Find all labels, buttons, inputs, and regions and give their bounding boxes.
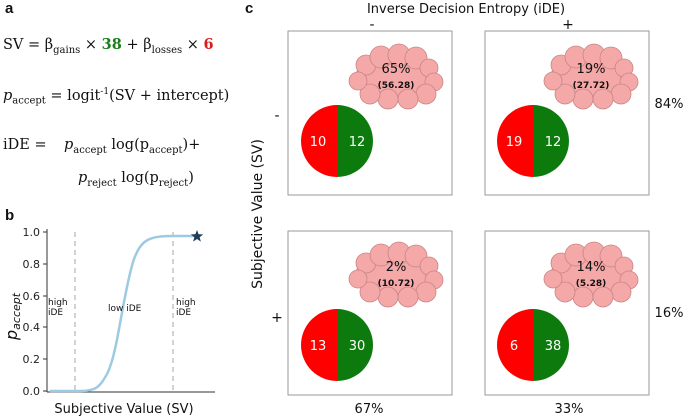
paccept-equation: paccept = logit-1(SV + intercept) xyxy=(3,87,229,107)
gains-subscript: gains xyxy=(53,44,81,56)
top-axis-title: Inverse Decision Entropy (iDE) xyxy=(367,2,565,17)
annotation-high-ide-right-2: iDE xyxy=(176,308,191,318)
col-header-minus: - xyxy=(369,17,374,33)
accept-subscript: accept xyxy=(12,95,46,107)
losses-subscript: losses xyxy=(151,44,183,56)
ide-eq-lhs: iDE = xyxy=(3,137,47,153)
sv-eq-times: × xyxy=(80,37,102,53)
logit-argument: (SV + intercept) xyxy=(109,87,230,104)
annotation-low-ide: low iDE xyxy=(108,304,142,314)
y-tick-label: 0.2 xyxy=(23,353,41,366)
sv-eq-times-2: × xyxy=(182,37,204,53)
region-annotations: high iDE low iDE high iDE xyxy=(48,298,196,318)
annotation-high-ide-left-2: iDE xyxy=(48,308,63,318)
pie-red-half xyxy=(301,309,337,381)
p-symbol: p xyxy=(64,137,74,153)
pie-green-count: 12 xyxy=(545,135,562,150)
cell-percent: 19% xyxy=(577,62,606,77)
close-paren: ) xyxy=(188,170,194,186)
row-header-minus: - xyxy=(274,108,279,124)
pie-green-half xyxy=(533,309,569,381)
pie-red-half xyxy=(497,105,533,177)
ide-equation: iDE = xyxy=(3,137,47,153)
p-symbol: p xyxy=(3,87,13,104)
cell-sv-minus-ide-minus: 65% (56.28) 10 12 xyxy=(287,30,453,196)
y-tick-label: 0.4 xyxy=(23,321,41,334)
ide-equation-term2: preject log(preject) xyxy=(78,170,194,189)
cell-value: (10.72) xyxy=(378,279,415,289)
gains-coefficient: 38 xyxy=(101,36,122,53)
p-symbol: p xyxy=(78,170,88,186)
cell-percent: 2% xyxy=(386,260,407,275)
y-tick-label: 0.0 xyxy=(23,385,41,398)
pie-green-count: 30 xyxy=(349,339,366,354)
accept-subscript: accept xyxy=(149,144,183,156)
col-total-right: 33% xyxy=(555,402,584,417)
reject-subscript: reject xyxy=(158,177,189,189)
row-total-top: 84% xyxy=(655,97,684,112)
panel-c-label: c xyxy=(245,0,254,17)
panel-b-label: b xyxy=(5,207,15,224)
col-header-plus: + xyxy=(562,17,574,33)
sv-equation: SV = βgains × 38 + βlosses × 6 xyxy=(3,36,214,56)
cell-value: (56.28) xyxy=(378,81,415,91)
cell-sv-plus-ide-minus: 2% (10.72) 13 30 xyxy=(287,230,453,396)
cell-percent: 65% xyxy=(382,62,411,77)
row-total-bottom: 16% xyxy=(655,306,684,321)
pie-red-half xyxy=(301,105,337,177)
star-marker xyxy=(190,230,204,242)
annotation-high-ide-left: high xyxy=(48,298,68,308)
pie-green-half xyxy=(337,309,373,381)
y-tick-label: 1.0 xyxy=(23,226,41,239)
col-total-left: 67% xyxy=(355,402,384,417)
y-tick-label: 0.6 xyxy=(23,290,41,303)
pie-green-half xyxy=(533,105,569,177)
y-axis-label: paccept xyxy=(2,292,23,341)
cell-sv-plus-ide-plus: 14% (5.28) 6 38 xyxy=(484,230,650,396)
pie-green-count: 38 xyxy=(545,339,562,354)
panel-a-label: a xyxy=(5,0,14,17)
cell-sv-minus-ide-plus: 19% (27.72) 19 12 xyxy=(484,30,650,196)
left-axis-title: Subjective Value (SV) xyxy=(250,139,266,289)
inverse-superscript: -1 xyxy=(100,87,110,97)
x-axis-label: Subjective Value (SV) xyxy=(54,402,193,417)
log-text: log(p xyxy=(106,137,150,153)
cell-percent: 14% xyxy=(577,260,606,275)
cell-value: (27.72) xyxy=(573,81,610,91)
pie-green-count: 12 xyxy=(349,135,366,150)
pie-red-half xyxy=(497,309,533,381)
sigmoid-curve xyxy=(50,234,198,393)
y-ticks: 0.0 0.2 0.4 0.6 0.8 1.0 xyxy=(23,226,47,398)
losses-coefficient: 6 xyxy=(203,36,214,53)
y-tick-label: 0.8 xyxy=(23,258,41,271)
pie-red-count: 13 xyxy=(310,339,327,354)
row-header-plus: + xyxy=(271,310,283,326)
pie-red-count: 19 xyxy=(506,135,523,150)
pie-red-count: 10 xyxy=(310,135,327,150)
ide-equation-term1: paccept log(paccept)+ xyxy=(64,137,200,156)
sv-eq-lhs: SV = β xyxy=(3,37,54,53)
logit-text: = logit xyxy=(45,87,101,104)
log-text: log(p xyxy=(116,170,159,186)
pie-green-half xyxy=(337,105,373,177)
cell-value: (5.28) xyxy=(576,279,606,289)
accept-subscript: accept xyxy=(73,144,107,156)
reject-subscript: reject xyxy=(87,177,117,189)
sv-eq-plus: + β xyxy=(121,37,152,53)
pie-red-count: 6 xyxy=(510,339,518,354)
annotation-high-ide-right: high xyxy=(176,298,196,308)
close-paren-plus: )+ xyxy=(182,137,201,153)
